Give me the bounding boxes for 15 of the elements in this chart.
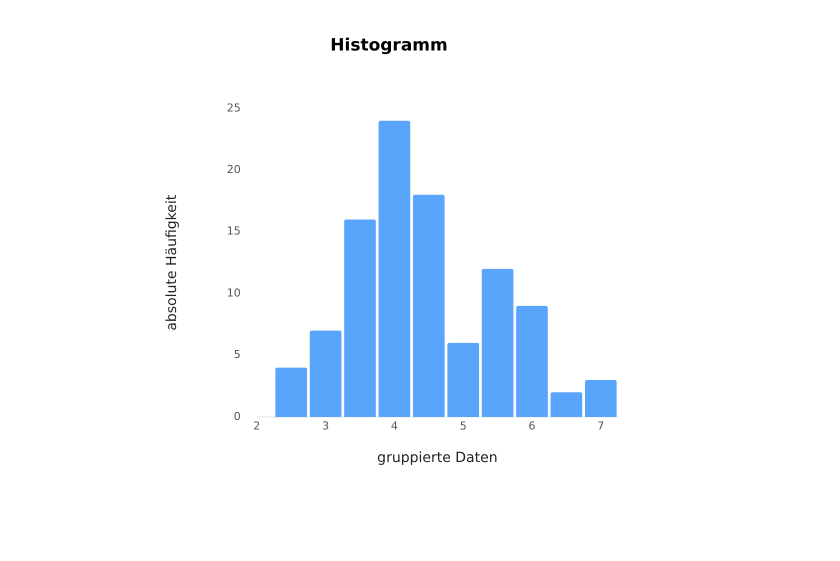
x-tick-label: 6 — [528, 419, 536, 432]
y-tick-label: 15 — [226, 224, 241, 238]
x-axis-title: gruppierte Daten — [377, 450, 498, 466]
y-axis-title: absolute Häufigkeit — [164, 194, 180, 331]
x-tick-label: 5 — [460, 419, 467, 432]
chart-title: Histogramm — [330, 36, 448, 56]
x-tick-label: 4 — [390, 419, 398, 432]
y-tick-label: 5 — [234, 348, 241, 362]
x-tick-label: 2 — [253, 419, 260, 432]
y-tick-label: 0 — [234, 410, 241, 423]
y-tick-label: 10 — [226, 286, 241, 300]
x-tick-label: 3 — [322, 419, 330, 432]
y-tick-label: 25 — [226, 101, 241, 114]
x-tick-label: 7 — [597, 419, 604, 432]
y-tick-label: 20 — [226, 162, 241, 176]
